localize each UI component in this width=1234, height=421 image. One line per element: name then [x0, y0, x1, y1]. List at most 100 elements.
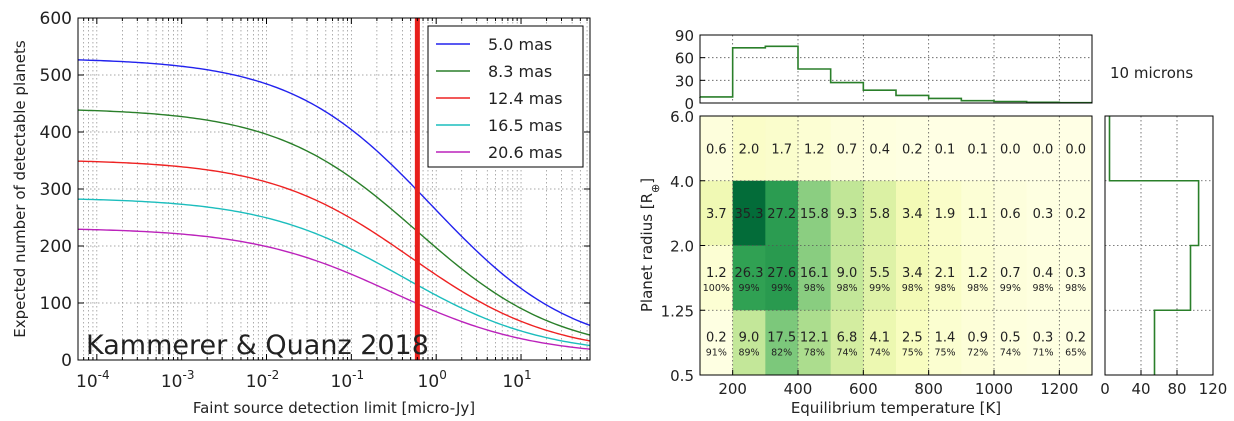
- heatmap-cell: [994, 245, 1028, 311]
- cell-percent: 99%: [771, 283, 792, 294]
- heatmap-cell: [961, 310, 995, 376]
- line-chart-series: [77, 59, 591, 350]
- heatmap-cell: [765, 310, 799, 376]
- legend-box: [427, 25, 584, 168]
- series-line: [77, 198, 591, 347]
- heatmap-cell: [798, 180, 832, 246]
- cell-value: 35.3: [735, 207, 764, 222]
- cell-percent: 82%: [771, 348, 792, 359]
- y-tick-label: 0.5: [670, 367, 694, 385]
- cell-value: 9.0: [739, 331, 760, 346]
- cell-percent: 98%: [836, 283, 857, 294]
- cell-value: 0.2: [1065, 331, 1086, 346]
- cell-percent: 74%: [836, 348, 857, 359]
- heatmap-cell: [700, 310, 734, 376]
- right-hist-tick-label: 40: [1131, 380, 1150, 398]
- x-tick-label: 600: [849, 380, 878, 398]
- heatmap-cell: [1059, 310, 1093, 376]
- top-hist-tick-label: 60: [675, 50, 694, 68]
- heatmap-cell: [994, 116, 1028, 182]
- y-tick-label: 300: [40, 180, 72, 200]
- series-line: [77, 59, 591, 327]
- heatmap-cell: [928, 180, 962, 246]
- heatmap-cell: [765, 116, 799, 182]
- heatmap-ylabel: Planet radius [R⊕]: [638, 178, 662, 312]
- cell-value: 0.0: [1065, 142, 1086, 157]
- cell-value: 12.1: [800, 331, 829, 346]
- legend-label: 8.3 mas: [488, 62, 552, 81]
- x-tick-label: 10-4: [76, 368, 110, 392]
- heatmap-cell: [928, 116, 962, 182]
- y-tick-label: 100: [40, 294, 72, 314]
- x-tick-label: 10-3: [161, 368, 195, 392]
- series-line: [77, 228, 591, 350]
- cell-value: 0.4: [1033, 266, 1054, 281]
- cell-value: 6.8: [837, 331, 858, 346]
- line-chart: 0 100 200 300 400 500 600 10-4 10-3 10-2 10-1 100 10…: [11, 9, 591, 417]
- right-histogram: 0 40 80 120: [1100, 115, 1227, 398]
- cell-value: 3.7: [706, 207, 727, 222]
- cell-value: 4.1: [869, 331, 890, 346]
- heatmap-cell: [1026, 180, 1060, 246]
- cell-value: 0.9: [967, 331, 988, 346]
- cell-percent: 98%: [1065, 283, 1086, 294]
- heatmap-cell: [830, 180, 864, 246]
- x-tick-label: 100: [418, 368, 447, 392]
- heatmap-cell: [928, 310, 962, 376]
- heatmap-cell: [765, 245, 799, 311]
- heatmap-cell: [994, 180, 1028, 246]
- y-tick-label: 400: [40, 123, 72, 143]
- cell-value: 1.7: [771, 142, 792, 157]
- heatmap-cell: [830, 116, 864, 182]
- cell-value: 1.4: [935, 331, 956, 346]
- y-tick-label: 500: [40, 66, 72, 86]
- cell-value: 3.4: [902, 207, 923, 222]
- cell-value: 2.5: [902, 331, 923, 346]
- cell-value: 17.5: [767, 331, 796, 346]
- cell-percent: 100%: [703, 283, 730, 294]
- top-hist-tick-label: 30: [675, 72, 694, 90]
- cell-value: 0.3: [1065, 266, 1086, 281]
- cell-value: 1.1: [967, 207, 988, 222]
- cell-percent: 75%: [934, 348, 955, 359]
- x-tick-label: 101: [502, 368, 531, 392]
- cell-value: 0.6: [706, 142, 727, 157]
- cell-value: 5.5: [869, 266, 890, 281]
- y-tick-label: 2.0: [670, 238, 694, 256]
- heatmap-cell: [961, 180, 995, 246]
- cell-value: 1.9: [935, 207, 956, 222]
- y-tick-label: 200: [40, 237, 72, 257]
- line-chart-legend: 5.0 mas 8.3 mas 12.4 mas 16.5 mas 20.6 mas: [427, 25, 584, 168]
- cell-value: 15.8: [800, 207, 829, 222]
- x-tick-label: 10-1: [331, 368, 365, 392]
- top-hist-tick-label: 90: [675, 27, 694, 45]
- heatmap-cell: [700, 180, 734, 246]
- heatmap-cell: [863, 180, 897, 246]
- line-chart-ticks: 0 100 200 300 400 500 600 10-4 10-3 10-2 10-1 100 10…: [40, 9, 590, 392]
- cell-percent: 74%: [1000, 348, 1021, 359]
- right-hist-frame: [1104, 115, 1214, 376]
- y-tick-label: 1.25: [661, 302, 694, 320]
- heatmap-cell: [732, 116, 766, 182]
- x-tick-label: 10-2: [246, 368, 280, 392]
- heatmap-cell: [863, 245, 897, 311]
- cell-value: 0.1: [967, 142, 988, 157]
- x-tick-label: 1000: [975, 380, 1013, 398]
- cell-value: 0.2: [902, 142, 923, 157]
- cell-value: 9.3: [837, 207, 858, 222]
- heatmap-cell: [1026, 116, 1060, 182]
- heatmap-xlabel: Equilibrium temperature [K]: [791, 399, 1001, 417]
- top-histogram: 0 30 60 90: [675, 27, 1093, 113]
- x-tick-label: 1200: [1040, 380, 1078, 398]
- x-tick-label: 800: [914, 380, 943, 398]
- heatmap-cell: [1059, 245, 1093, 311]
- cell-value: 3.4: [902, 266, 923, 281]
- heatmap-cell: [863, 116, 897, 182]
- y-tick-label: 600: [40, 9, 72, 29]
- top-hist-tick-label: 0: [684, 95, 694, 113]
- cell-percent: 99%: [869, 283, 890, 294]
- cell-value: 0.3: [1033, 207, 1054, 222]
- line-chart-ylabel: Expected number of detectable planets: [11, 40, 29, 338]
- heatmap-cell: [798, 245, 832, 311]
- series-line: [77, 109, 591, 336]
